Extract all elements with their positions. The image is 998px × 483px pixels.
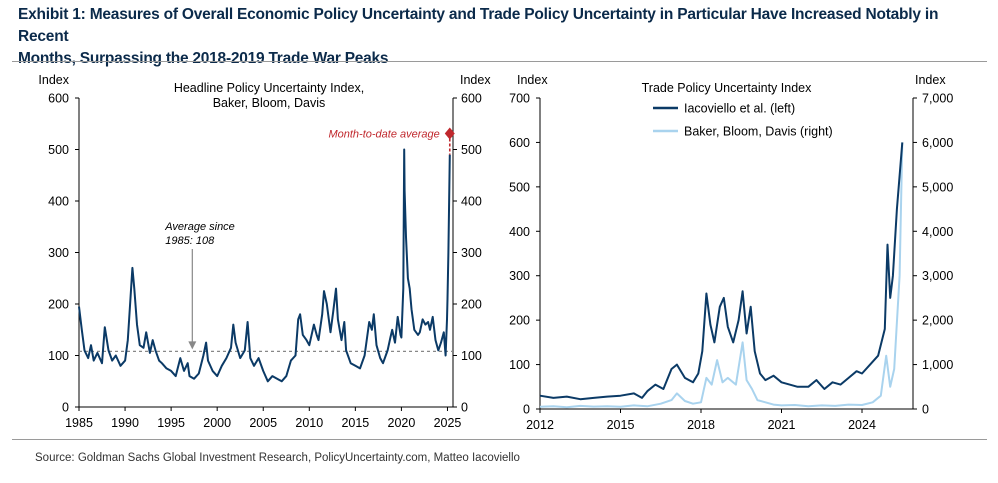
left-tick-label: 600	[48, 92, 69, 106]
top-divider	[12, 61, 987, 62]
right-tick-label: 7,000	[922, 92, 953, 106]
right-tick-label: 4,000	[922, 225, 953, 239]
chart-title-line-1: Headline Policy Uncertainty Index,	[174, 81, 364, 95]
right-tick-label: 300	[461, 246, 482, 260]
left-tick-label: 300	[509, 269, 530, 283]
x-tick-label: 1995	[157, 416, 185, 430]
right-tick-label: 2,000	[922, 314, 953, 328]
left-tick-label: 0	[523, 403, 530, 417]
month-to-date-label: Month-to-date average	[328, 129, 439, 141]
x-tick-label: 1990	[111, 416, 139, 430]
left-tick-label: 500	[48, 143, 69, 157]
right-tick-label: 200	[461, 298, 482, 312]
right-axis-label: Index	[460, 73, 491, 87]
x-tick-label: 2018	[687, 418, 715, 432]
right-tick-label: 6,000	[922, 136, 953, 150]
left-axis-label: Index	[38, 73, 69, 87]
chart-title-line-2: Baker, Bloom, Davis	[213, 96, 326, 110]
right-tick-label: 400	[461, 195, 482, 209]
left-tick-label: 500	[509, 180, 530, 194]
month-to-date-marker	[444, 127, 455, 140]
average-annotation-line-2: 1985: 108	[165, 235, 215, 247]
x-tick-label: 2015	[607, 418, 635, 432]
left-tick-label: 400	[48, 195, 69, 209]
exhibit-title-line-2: Months, Surpassing the 2018-2019 Trade W…	[18, 50, 389, 67]
chart-title: Trade Policy Uncertainty Index	[642, 81, 813, 95]
x-tick-label: 2025	[434, 416, 462, 430]
average-annotation-line-1: Average since	[164, 221, 235, 233]
trade-policy-uncertainty-chart: Index Index 0 100 200 300 400 500 600 700 0 1,000 2,…	[509, 73, 953, 432]
x-tick-label: 2020	[388, 416, 416, 430]
average-annotation-arrowhead	[188, 341, 197, 350]
left-tick-label: 400	[509, 225, 530, 239]
source-note: Source: Goldman Sachs Global Investment …	[35, 452, 520, 464]
baker-bloom-davis-series	[539, 142, 904, 409]
legend-label-iacoviello: Iacoviello et al. (left)	[684, 102, 795, 116]
x-tick-label: 2005	[249, 416, 277, 430]
left-tick-label: 100	[509, 358, 530, 372]
right-tick-label: 100	[461, 349, 482, 363]
left-tick-label: 100	[48, 349, 69, 363]
x-tick-label: 2015	[341, 416, 369, 430]
right-tick-label: 1,000	[922, 358, 953, 372]
right-tick-label: 0	[922, 403, 929, 417]
bottom-divider	[12, 439, 987, 440]
iacoviello-series	[539, 142, 904, 401]
right-tick-label: 600	[461, 92, 482, 106]
exhibit-title-line-1: Exhibit 1: Measures of Overall Economic …	[18, 6, 939, 45]
right-tick-label: 500	[461, 143, 482, 157]
x-tick-label: 2021	[768, 418, 796, 432]
x-tick-label: 1985	[65, 416, 93, 430]
left-axis-label: Index	[517, 73, 548, 87]
legend-label-baker-bloom-davis: Baker, Bloom, Davis (right)	[684, 125, 833, 139]
right-tick-label: 5,000	[922, 180, 953, 194]
x-tick-label: 2024	[848, 418, 876, 432]
x-tick-label: 2012	[526, 418, 554, 432]
left-tick-label: 200	[48, 298, 69, 312]
left-tick-label: 700	[509, 92, 530, 106]
left-tick-label: 600	[509, 136, 530, 150]
x-tick-label: 2010	[295, 416, 323, 430]
right-axis-label: Index	[915, 73, 946, 87]
left-tick-label: 300	[48, 246, 69, 260]
right-tick-label: 3,000	[922, 269, 953, 283]
headline-policy-uncertainty-chart: Index Index 0 0 100 100 200 200 300 300 400 400 500 5…	[38, 73, 491, 430]
right-tick-label: 0	[461, 401, 468, 415]
headline-uncertainty-series	[78, 148, 451, 383]
exhibit-title: Exhibit 1: Measures of Overall Economic …	[18, 4, 988, 70]
x-tick-label: 2000	[203, 416, 231, 430]
left-tick-label: 200	[509, 314, 530, 328]
left-tick-label: 0	[62, 401, 69, 415]
